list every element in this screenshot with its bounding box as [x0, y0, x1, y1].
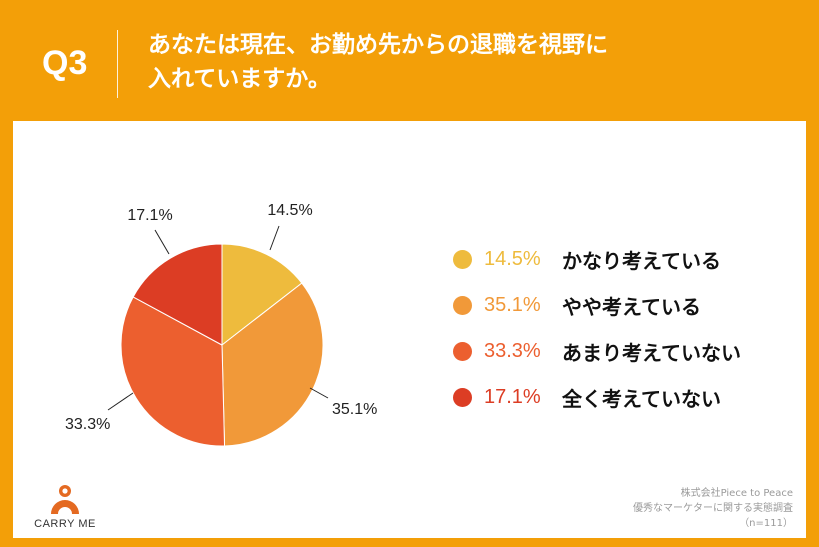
source-note: 株式会社Piece to Peace 優秀なマーケターに関する実態調査 （n=1…: [633, 486, 793, 531]
source-survey: 優秀なマーケターに関する実態調査: [633, 503, 793, 514]
leader-line: [269, 225, 280, 251]
legend: 14.5% かなり考えている 35.1% やや考えている 33.3% あまり考え…: [453, 243, 783, 427]
legend-dot: [453, 295, 472, 315]
data-label: 14.5%: [267, 202, 312, 219]
header-divider: [117, 30, 118, 98]
legend-value: 14.5%: [484, 247, 541, 270]
leader-line: [309, 387, 329, 399]
data-label: 33.3%: [65, 416, 110, 433]
logo-mark-icon: [51, 485, 79, 514]
source-company: 株式会社Piece to Peace: [680, 488, 793, 499]
legend-label: やや考えている: [562, 294, 701, 319]
leader-line: [107, 392, 134, 411]
legend-item: 14.5% かなり考えている: [453, 243, 783, 275]
legend-value: 33.3%: [484, 339, 541, 362]
leader-line: [154, 229, 170, 255]
legend-label: 全く考えていない: [562, 386, 721, 411]
legend-dot: [453, 249, 472, 269]
pie-slice: [132, 243, 223, 346]
legend-label: あまり考えていない: [562, 340, 741, 365]
question-title-line-1: あなたは現在、お勤め先からの退職を視野に: [148, 32, 608, 58]
source-sample-size: （n=111）: [739, 518, 793, 529]
legend-item: 33.3% あまり考えていない: [453, 335, 783, 367]
data-label: 17.1%: [127, 207, 172, 224]
question-number: Q3: [42, 44, 88, 82]
legend-item: 17.1% 全く考えていない: [453, 381, 783, 413]
legend-value: 35.1%: [484, 293, 541, 316]
legend-item: 35.1% やや考えている: [453, 289, 783, 321]
legend-dot: [453, 341, 472, 361]
pie-slice: [221, 282, 324, 447]
logo-text: CARRY ME: [34, 518, 96, 530]
legend-dot: [453, 387, 472, 407]
carry-me-logo: CARRY ME: [25, 484, 105, 530]
question-title-line-2: 入れていますか。: [148, 66, 331, 92]
legend-label: かなり考えている: [562, 248, 721, 273]
pie-slice: [221, 243, 303, 347]
data-label: 35.1%: [332, 401, 377, 418]
legend-value: 17.1%: [484, 385, 541, 408]
question-title: あなたは現在、お勤め先からの退職を視野に 入れていますか。: [148, 28, 748, 96]
pie-slice: [120, 296, 226, 447]
